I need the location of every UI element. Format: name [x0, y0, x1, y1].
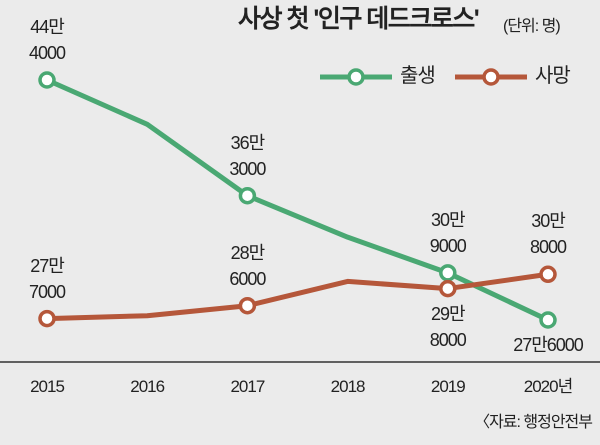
x-tick-label: 2020년 — [523, 377, 573, 396]
line — [45, 77, 550, 323]
legend-label: 출생 — [400, 65, 436, 87]
chart-title: 사상 첫 '인구 데드크로스' — [238, 5, 480, 33]
data-label: 27만 7000 — [28, 255, 66, 302]
line — [46, 271, 549, 322]
x-tick-label: 2018 — [330, 377, 366, 396]
marker — [439, 264, 457, 282]
data-label: 29만 8000 — [429, 303, 467, 350]
source: 〈자료: 행정안전부 — [474, 414, 593, 431]
marker — [439, 279, 457, 298]
data-label: 36만 3000 — [229, 132, 266, 179]
marker — [38, 309, 56, 328]
data-label: 27만6000 — [513, 335, 584, 355]
x-tick-label: 2017 — [230, 377, 265, 396]
marker — [238, 296, 257, 315]
marker — [38, 71, 56, 89]
marker — [238, 186, 257, 205]
legend-marker — [347, 68, 365, 86]
x-tick-label: 2019 — [430, 377, 466, 396]
x-tick-label: 2016 — [130, 377, 165, 396]
x-tick-label: 2015 — [30, 377, 65, 396]
marker — [539, 311, 557, 329]
data-label: 30만 8000 — [529, 211, 567, 258]
data-label: 28만 6000 — [229, 242, 266, 289]
subtitle: (단위: 명) — [503, 18, 561, 35]
marker — [539, 265, 557, 284]
data-label: 30만 9000 — [429, 209, 467, 256]
legend-marker — [482, 68, 500, 86]
data-label: 44만 4000 — [28, 17, 66, 63]
legend-label: 사망 — [535, 65, 571, 87]
